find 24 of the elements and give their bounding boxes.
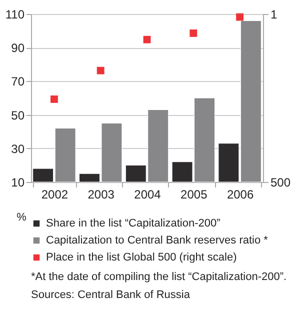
legend-label: Capitalization to Central Bank reserves ratio * [46,234,269,246]
x-tick-label: 2006 [226,188,254,202]
y-tick-label: 90 [11,41,25,56]
y-tick-label: 70 [11,74,25,89]
x-tick-label: 2005 [180,188,208,202]
point [50,95,58,103]
legend-label: Share in the list “Capitalization-200” [46,218,221,230]
source-note: Sources: Central Bank of Russia [31,289,191,301]
point [190,29,198,37]
legend-label: Place in the list Global 500 (right scale) [46,252,237,264]
x-tick-label: 2004 [134,188,162,202]
point [236,13,244,21]
x-tick-label: 2002 [41,188,68,202]
point [143,36,151,44]
y2-tick-label: 1 [270,8,278,22]
y-tick-label: 110 [5,8,25,22]
y2-tick-label: 500 [270,176,291,190]
y-axis-title: % [16,212,27,224]
y-tick-label: 10 [11,176,25,190]
point [96,66,104,74]
y-tick-label: 50 [11,108,25,122]
y-tick-label: 30 [11,142,25,156]
x-tick-label: 2003 [88,188,115,202]
text: *At the date of compiling the list “Capitalization-200”. [31,271,287,283]
